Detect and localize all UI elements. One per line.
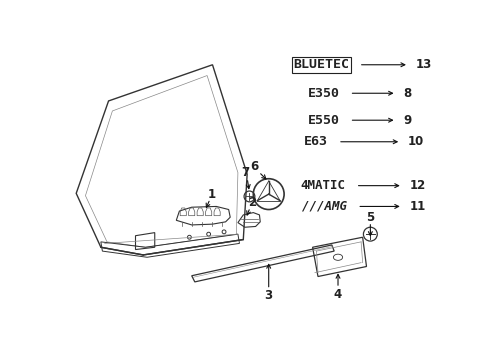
Text: 9: 9 <box>403 114 411 127</box>
Text: BLUETEC: BLUETEC <box>293 58 349 71</box>
Text: 8: 8 <box>403 87 411 100</box>
Text: ///AMG: ///AMG <box>302 200 346 213</box>
Text: E350: E350 <box>307 87 339 100</box>
Text: E550: E550 <box>307 114 339 127</box>
Text: 7: 7 <box>240 166 248 179</box>
Text: 11: 11 <box>409 200 425 213</box>
Text: 2: 2 <box>247 196 255 209</box>
Text: 3: 3 <box>264 289 272 302</box>
Text: 4MATIC: 4MATIC <box>300 179 345 192</box>
Text: 12: 12 <box>409 179 425 192</box>
Text: 6: 6 <box>250 160 259 173</box>
Text: 5: 5 <box>366 211 374 224</box>
Text: 1: 1 <box>207 188 215 201</box>
Text: E63: E63 <box>304 135 327 148</box>
Text: 13: 13 <box>415 58 431 71</box>
Text: 4: 4 <box>333 288 342 301</box>
Text: 10: 10 <box>407 135 424 148</box>
